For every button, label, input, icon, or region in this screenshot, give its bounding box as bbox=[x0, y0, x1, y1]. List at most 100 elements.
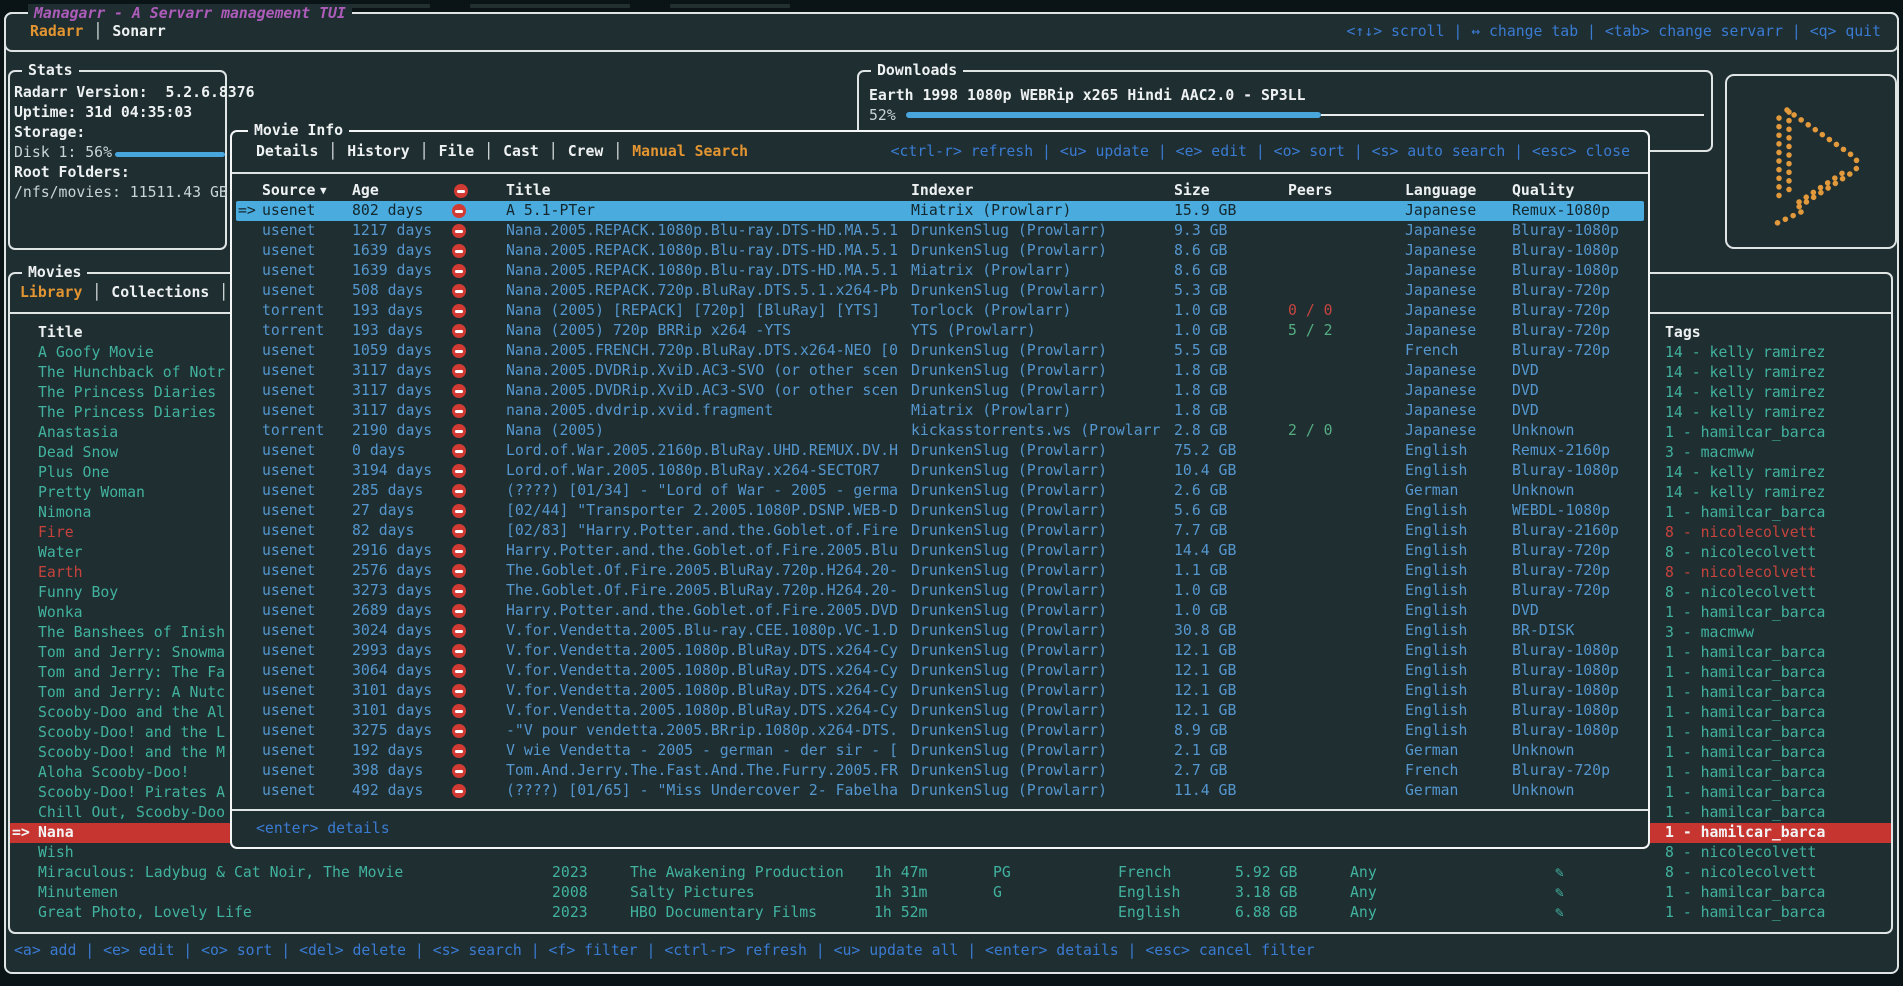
search-result-row[interactable]: usenet 3275 days -"V pour vendetta.2005.BR… bbox=[236, 721, 1644, 741]
library-movie-row[interactable]: Wish 8 - nicolecolvett bbox=[10, 843, 1891, 863]
library-movie-row[interactable]: Pretty Woman 14 - kelly ramirez bbox=[10, 483, 1891, 503]
search-result-row[interactable]: usenet 2689 days Harry.Potter.and.the.Gobl… bbox=[236, 601, 1644, 621]
library-movie-row[interactable]: The Princess Diaries 14 - kelly ramirez bbox=[10, 383, 1891, 403]
library-movie-row[interactable]: Chill Out, Scooby-Doo 1 - hamilcar_barca bbox=[10, 803, 1891, 823]
library-movie-row[interactable]: Scooby-Doo! and the L 1 - hamilcar_barca bbox=[10, 723, 1891, 743]
tab-radarr[interactable]: Radarr bbox=[30, 23, 84, 40]
tab-history[interactable]: History bbox=[347, 143, 410, 160]
search-result-row[interactable]: usenet 3117 days nana.2005.dvdrip.xvid.fra… bbox=[236, 401, 1644, 421]
search-result-row[interactable]: usenet 3024 days V.for.Vendetta.2005.Blu-r… bbox=[236, 621, 1644, 641]
search-result-row[interactable]: usenet 82 days [02/83] "Harry.Potter.and.t… bbox=[236, 521, 1644, 541]
cell-language: English bbox=[1405, 562, 1468, 579]
search-result-row[interactable]: usenet 2576 days The.Goblet.Of.Fire.2005.B… bbox=[236, 561, 1644, 581]
search-result-row[interactable]: torrent 193 days Nana (2005) [REPACK] [720… bbox=[236, 301, 1644, 321]
search-result-row[interactable]: usenet 1639 days Nana.2005.REPACK.1080p.Bl… bbox=[236, 261, 1644, 281]
library-movie-row[interactable]: => Nana 1 - hamilcar_barca bbox=[10, 823, 1891, 843]
library-movie-row[interactable]: The Princess Diaries 14 - kelly ramirez bbox=[10, 403, 1891, 423]
search-result-row[interactable]: usenet 3101 days V.for.Vendetta.2005.1080p… bbox=[236, 701, 1644, 721]
search-result-row[interactable]: usenet 285 days (????) [01/34] - "Lord of … bbox=[236, 481, 1644, 501]
library-movie-row[interactable]: Nimona 1 - hamilcar_barca bbox=[10, 503, 1891, 523]
search-result-row[interactable]: => usenet 802 days A 5.1-PTer Miatrix (Prowl… bbox=[236, 201, 1644, 221]
library-movie-row[interactable]: Dead Snow 3 - macmww bbox=[10, 443, 1891, 463]
cell-tag: 1 - hamilcar_barca bbox=[1665, 824, 1826, 841]
cell-source: usenet bbox=[262, 662, 316, 679]
radarr-logo-icon bbox=[1772, 107, 1861, 227]
search-result-row[interactable]: usenet 192 days V wie Vendetta - 2005 - ge… bbox=[236, 741, 1644, 761]
cell-title: Nana.2005.REPACK.1080p.Blu-ray.DTS-HD.MA… bbox=[506, 242, 898, 259]
cell-title: nana.2005.dvdrip.xvid.fragment bbox=[506, 402, 774, 419]
library-movie-row[interactable]: Water 8 - nicolecolvett bbox=[10, 543, 1891, 563]
search-result-row[interactable]: usenet 1639 days Nana.2005.REPACK.1080p.Bl… bbox=[236, 241, 1644, 261]
cell-tag: 8 - nicolecolvett bbox=[1665, 544, 1817, 561]
tab-details[interactable]: Details bbox=[256, 143, 319, 160]
cell-source: usenet bbox=[262, 462, 316, 479]
search-result-row[interactable]: usenet 1059 days Nana.2005.FRENCH.720p.Blu… bbox=[236, 341, 1644, 361]
search-result-row[interactable]: usenet 3117 days Nana.2005.DVDRip.XviD.AC3… bbox=[236, 381, 1644, 401]
cell-source: usenet bbox=[262, 742, 316, 759]
search-result-row[interactable]: usenet 3064 days V.for.Vendetta.2005.1080p… bbox=[236, 661, 1644, 681]
cell-indexer: DrunkenSlug (Prowlarr) bbox=[911, 622, 1107, 639]
library-movie-row[interactable]: Scooby-Doo! and the M 1 - hamilcar_barca bbox=[10, 743, 1891, 763]
search-result-row[interactable]: usenet 508 days Nana.2005.REPACK.720p.BluR… bbox=[236, 281, 1644, 301]
search-result-row[interactable]: usenet 27 days [02/44] "Transporter 2.2005… bbox=[236, 501, 1644, 521]
selection-marker: => bbox=[12, 824, 30, 841]
library-movie-row[interactable]: The Hunchback of Notr 14 - kelly ramirez bbox=[10, 363, 1891, 383]
cell-movie-title: Scooby-Doo! Pirates A bbox=[38, 784, 226, 801]
cell-title: Nana.2005.FRENCH.720p.BluRay.DTS.x264-NE… bbox=[506, 342, 898, 359]
column-title[interactable]: Title bbox=[506, 182, 551, 199]
search-result-row[interactable]: torrent 193 days Nana (2005) 720p BRRip x2… bbox=[236, 321, 1644, 341]
cell-size: 15.9 GB bbox=[1174, 202, 1237, 219]
search-result-row[interactable]: usenet 3194 days Lord.of.War.2005.1080p.Bl… bbox=[236, 461, 1644, 481]
search-result-row[interactable]: usenet 3273 days The.Goblet.Of.Fire.2005.B… bbox=[236, 581, 1644, 601]
library-movie-row[interactable]: Scooby-Doo and the Al 1 - hamilcar_barca bbox=[10, 703, 1891, 723]
library-movie-row[interactable]: Tom and Jerry: Snowma 1 - hamilcar_barca bbox=[10, 643, 1891, 663]
download-progress-fill bbox=[906, 112, 1321, 118]
tab-file[interactable]: File bbox=[438, 143, 475, 160]
tab-sonarr[interactable]: Sonarr bbox=[112, 23, 166, 40]
tab-cast[interactable]: Cast bbox=[503, 143, 539, 160]
library-movie-row[interactable]: Scooby-Doo! Pirates A 1 - hamilcar_barca bbox=[10, 783, 1891, 803]
library-movie-row[interactable]: Plus One 14 - kelly ramirez bbox=[10, 463, 1891, 483]
search-result-row[interactable]: usenet 492 days (????) [01/65] - "Miss Und… bbox=[236, 781, 1644, 801]
library-movie-row[interactable]: Great Photo, Lovely Life 2023 HBO Document… bbox=[10, 903, 1891, 923]
library-movie-row[interactable]: Tom and Jerry: A Nutc 1 - hamilcar_barca bbox=[10, 683, 1891, 703]
cell-title: V.for.Vendetta.2005.1080p.BluRay.DTS.x26… bbox=[506, 702, 898, 719]
cell-quality: Bluray-720p bbox=[1512, 322, 1610, 339]
cell-language: English bbox=[1405, 502, 1468, 519]
library-movie-row[interactable]: Aloha Scooby-Doo! 1 - hamilcar_barca bbox=[10, 763, 1891, 783]
library-movie-row[interactable]: Funny Boy 8 - nicolecolvett bbox=[10, 583, 1891, 603]
cell-quality: Bluray-720p bbox=[1512, 542, 1610, 559]
column-language[interactable]: Language bbox=[1405, 182, 1477, 199]
library-movie-row[interactable]: Earth 8 - nicolecolvett bbox=[10, 563, 1891, 583]
tab-collections[interactable]: Collections bbox=[111, 284, 210, 301]
search-result-row[interactable]: torrent 2190 days Nana (2005) kickasstorren… bbox=[236, 421, 1644, 441]
library-movie-row[interactable]: Anastasia 1 - hamilcar_barca bbox=[10, 423, 1891, 443]
search-result-row[interactable]: usenet 3101 days V.for.Vendetta.2005.1080p… bbox=[236, 681, 1644, 701]
cell-indexer: DrunkenSlug (Prowlarr) bbox=[911, 602, 1107, 619]
library-movie-row[interactable]: The Banshees of Inish 3 - macmww bbox=[10, 623, 1891, 643]
column-quality[interactable]: Quality bbox=[1512, 182, 1575, 199]
search-result-row[interactable]: usenet 1217 days Nana.2005.REPACK.1080p.Bl… bbox=[236, 221, 1644, 241]
column-peers[interactable]: Peers bbox=[1288, 182, 1333, 199]
tab-library[interactable]: Library bbox=[20, 284, 83, 301]
cell-language: Japanese bbox=[1405, 382, 1477, 399]
library-movie-row[interactable]: Wonka 1 - hamilcar_barca bbox=[10, 603, 1891, 623]
library-movie-row[interactable]: Minutemen 2008 Salty Pictures 1h 31m G Englis… bbox=[10, 883, 1891, 903]
column-indexer[interactable]: Indexer bbox=[911, 182, 974, 199]
search-result-row[interactable]: usenet 2916 days Harry.Potter.and.the.Gobl… bbox=[236, 541, 1644, 561]
search-result-row[interactable]: usenet 3117 days Nana.2005.DVDRip.XviD.AC3… bbox=[236, 361, 1644, 381]
search-result-row[interactable]: usenet 2993 days V.for.Vendetta.2005.1080p… bbox=[236, 641, 1644, 661]
search-result-row[interactable]: usenet 0 days Lord.of.War.2005.2160p.BluRa… bbox=[236, 441, 1644, 461]
cell-size: 9.3 GB bbox=[1174, 222, 1228, 239]
search-result-row[interactable]: usenet 398 days Tom.And.Jerry.The.Fast.And… bbox=[236, 761, 1644, 781]
library-movie-row[interactable]: Fire 8 - nicolecolvett bbox=[10, 523, 1891, 543]
tab-crew[interactable]: Crew bbox=[567, 143, 604, 160]
library-movie-row[interactable]: A Goofy Movie 14 - kelly ramirez bbox=[10, 343, 1891, 363]
tab-manual-search[interactable]: Manual Search bbox=[632, 143, 749, 160]
library-movie-row[interactable]: Miraculous: Ladybug & Cat Noir, The Movi… bbox=[10, 863, 1891, 883]
column-age[interactable]: Age bbox=[352, 182, 379, 199]
column-size[interactable]: Size bbox=[1174, 182, 1210, 199]
column-source[interactable]: Source bbox=[262, 182, 316, 199]
library-movie-row[interactable]: Tom and Jerry: The Fa 1 - hamilcar_barca bbox=[10, 663, 1891, 683]
cell-indexer: DrunkenSlug (Prowlarr) bbox=[911, 342, 1107, 359]
